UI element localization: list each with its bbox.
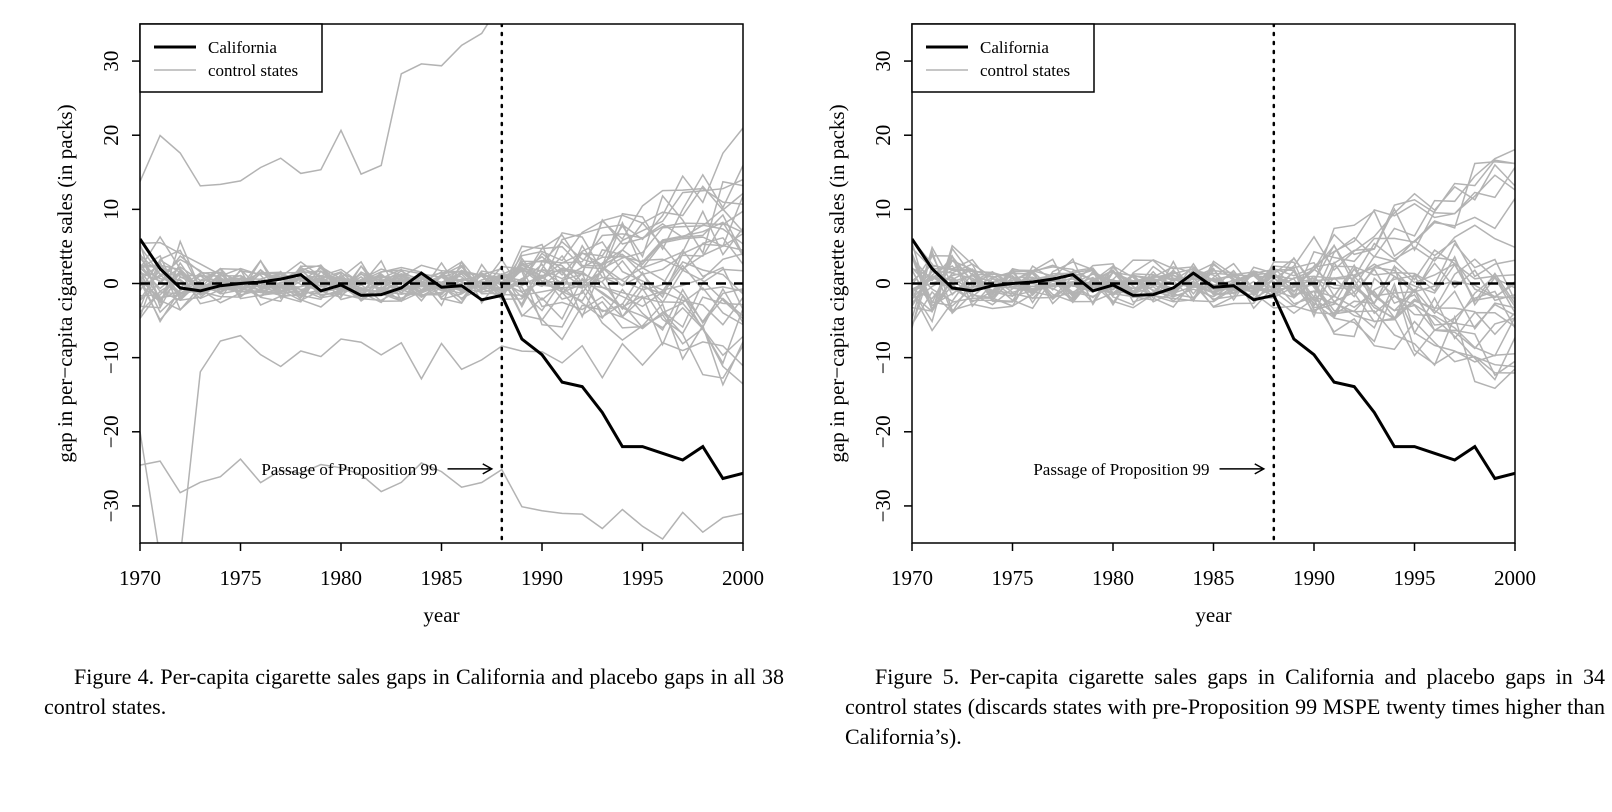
x-tick-label: 1970 [119, 566, 161, 590]
y-tick-label: −10 [871, 341, 895, 374]
legend-california-label: California [208, 38, 277, 57]
y-tick-label: −20 [99, 415, 123, 448]
legend: California control states [911, 23, 1095, 93]
control-state-line [912, 274, 1515, 336]
x-axis-label: year [423, 603, 459, 627]
y-tick-label: 20 [871, 125, 895, 146]
x-tick-label: 1985 [421, 566, 463, 590]
annotation-arrow-head [482, 463, 494, 475]
x-tick-label: 1975 [992, 566, 1034, 590]
x-tick-label: 2000 [1494, 566, 1536, 590]
y-tick-label: 30 [871, 51, 895, 72]
control-state-line [140, 249, 743, 329]
x-tick-label: 2000 [722, 566, 764, 590]
control-state-line [912, 256, 1515, 325]
legend-california-label: California [980, 38, 1049, 57]
y-tick-label: −30 [99, 490, 123, 523]
legend: California control states [139, 23, 323, 93]
x-tick-label: 1970 [891, 566, 933, 590]
y-tick-label: 0 [871, 278, 895, 289]
control-state-line [912, 224, 1515, 300]
figure-5-chart: Passage of Proposition 99 1970 1975 1980 198… [825, 23, 1536, 627]
x-tick-label: 1995 [622, 566, 664, 590]
figure-4-caption: Figure 4. Per-capita cigarette sales gap… [44, 662, 784, 722]
x-axis-label: year [1195, 603, 1231, 627]
california-series-line [912, 238, 1515, 481]
plot-area [912, 24, 1515, 543]
control-state-line [912, 258, 1515, 357]
annotation-arrow-head [1254, 463, 1266, 475]
plot-area [140, 24, 743, 543]
figure-4-chart: Passage of Proposition 99 1970 1975 1980 198… [53, 23, 764, 627]
y-tick-label: −20 [871, 415, 895, 448]
y-tick-label: 10 [99, 199, 123, 220]
y-axis-label: gap in per−capita cigarette sales (in pa… [53, 104, 77, 462]
control-state-line [140, 334, 743, 543]
control-state-line [912, 246, 1515, 328]
y-tick-label: 20 [99, 125, 123, 146]
y-tick-label: −10 [99, 341, 123, 374]
x-tick-label: 1990 [521, 566, 563, 590]
figure-5-caption: Figure 5. Per-capita cigarette sales gap… [845, 662, 1605, 752]
legend-control-label: control states [980, 61, 1070, 80]
y-axis-label: gap in per−capita cigarette sales (in pa… [825, 104, 849, 462]
legend-box [139, 23, 323, 93]
figure-5-caption-text: Figure 5. Per-capita cigarette sales gap… [845, 664, 1605, 749]
control-state-line [140, 269, 743, 320]
legend-control-label: control states [208, 61, 298, 80]
x-tick-label: 1980 [1092, 566, 1134, 590]
x-tick-label: 1980 [320, 566, 362, 590]
x-tick-label: 1985 [1193, 566, 1235, 590]
proposition-99-annotation: Passage of Proposition 99 [1033, 460, 1209, 479]
control-state-line [140, 241, 743, 298]
figure-4-caption-text: Figure 4. Per-capita cigarette sales gap… [44, 664, 784, 719]
control-state-line [140, 208, 743, 319]
y-tick-label: 10 [871, 199, 895, 220]
x-tick-label: 1975 [220, 566, 262, 590]
control-state-line [140, 24, 489, 187]
control-state-line [140, 210, 743, 306]
y-tick-label: 30 [99, 51, 123, 72]
y-tick-label: 0 [99, 278, 123, 289]
california-series-line [140, 238, 743, 481]
proposition-99-annotation: Passage of Proposition 99 [261, 460, 437, 479]
control-state-line [140, 259, 743, 313]
x-tick-label: 1995 [1394, 566, 1436, 590]
control-state-line [140, 458, 743, 541]
legend-box [911, 23, 1095, 93]
x-tick-label: 1990 [1293, 566, 1335, 590]
y-tick-label: −30 [871, 490, 895, 523]
